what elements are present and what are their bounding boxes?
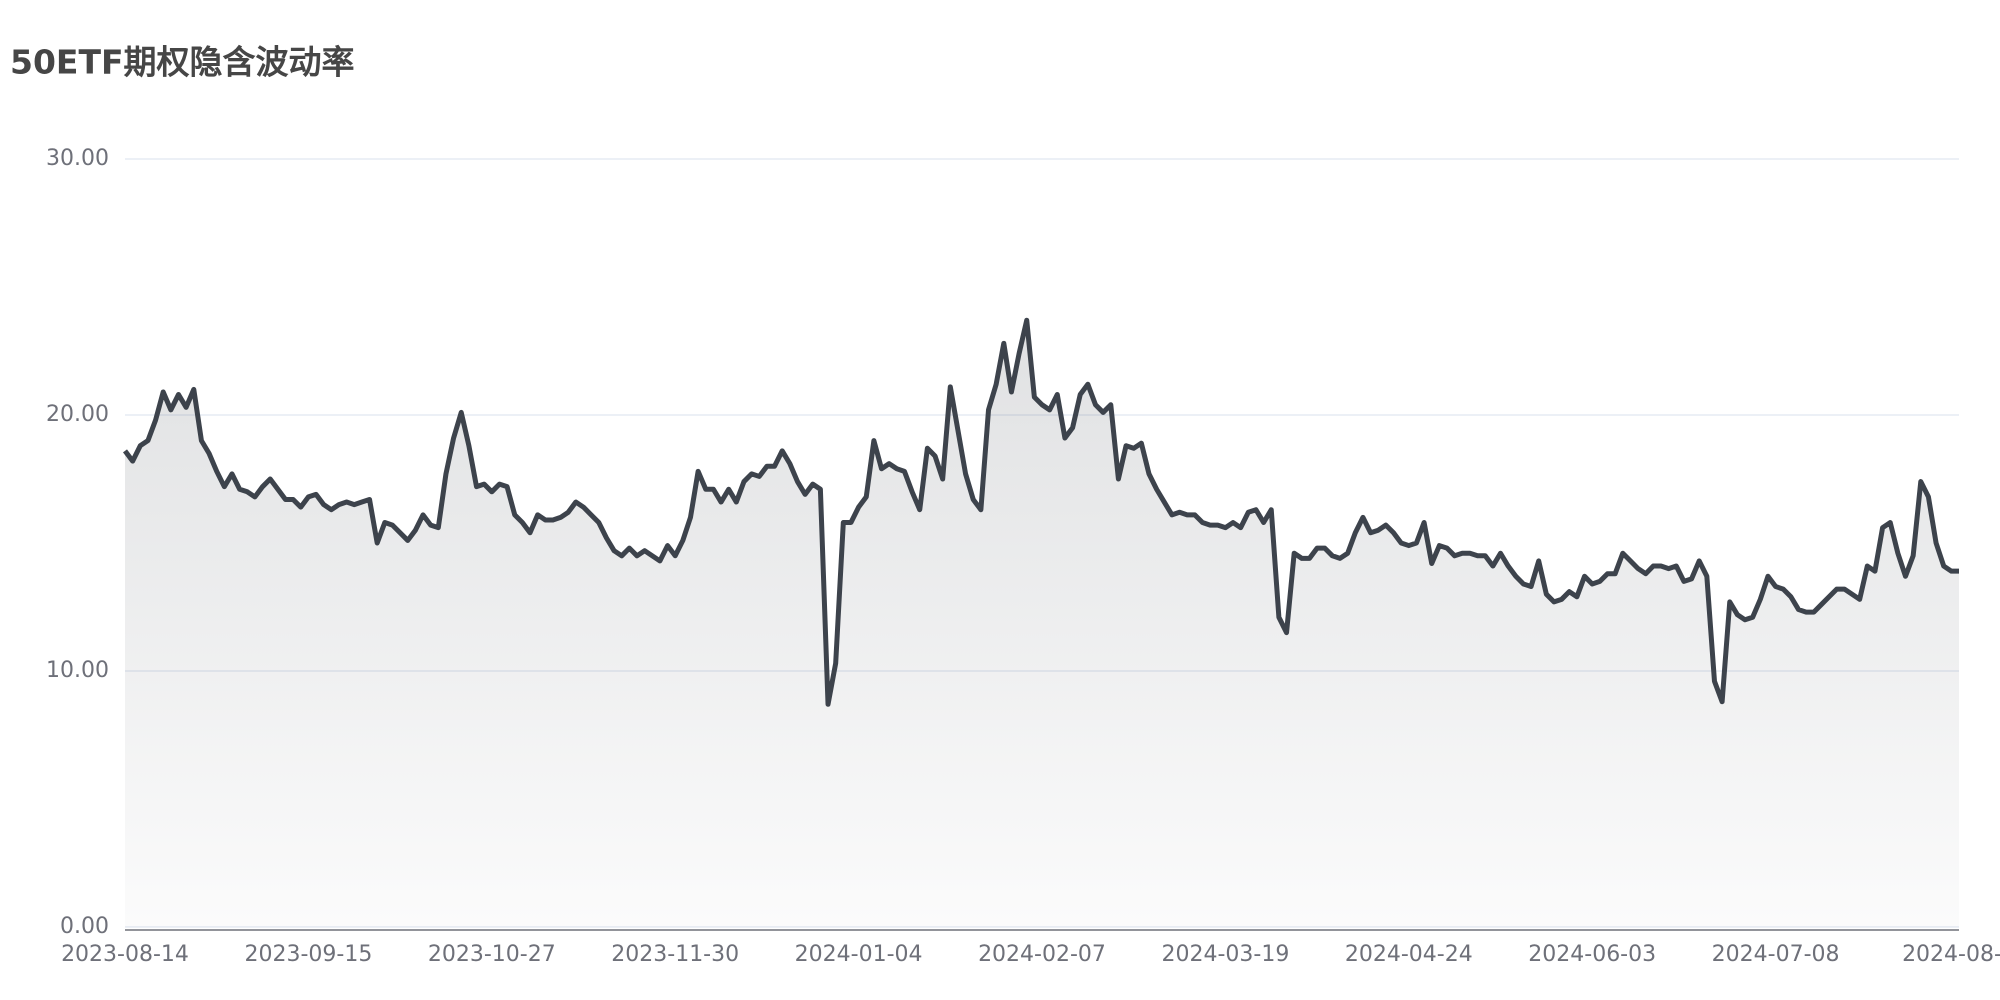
x-tick-label: 2024-03-19 — [1161, 942, 1289, 967]
y-tick-label: 20.00 — [46, 402, 109, 427]
x-tick-label: 2023-11-30 — [611, 942, 739, 967]
area-fill — [125, 320, 1959, 927]
y-tick-label: 30.00 — [46, 146, 109, 171]
x-tick-label: 2024-07-08 — [1712, 942, 1840, 967]
x-tick-label: 2024-04-24 — [1345, 942, 1473, 967]
x-tick-label: 2023-10-27 — [428, 942, 556, 967]
x-tick-label: 2024-01-04 — [795, 942, 923, 967]
chart-title: 50ETF期权隐含波动率 — [10, 43, 355, 82]
x-tick-label: 2024-06-03 — [1528, 942, 1656, 967]
y-tick-label: 10.00 — [46, 658, 109, 683]
x-tick-label: 2024-08-0 — [1902, 942, 2000, 967]
line — [122, 317, 1959, 707]
y-tick-label: 0.00 — [60, 914, 109, 939]
x-tick-label: 2023-09-15 — [244, 942, 372, 967]
x-tick-label: 2023-08-14 — [61, 942, 189, 967]
x-tick-label: 2024-02-07 — [978, 942, 1106, 967]
